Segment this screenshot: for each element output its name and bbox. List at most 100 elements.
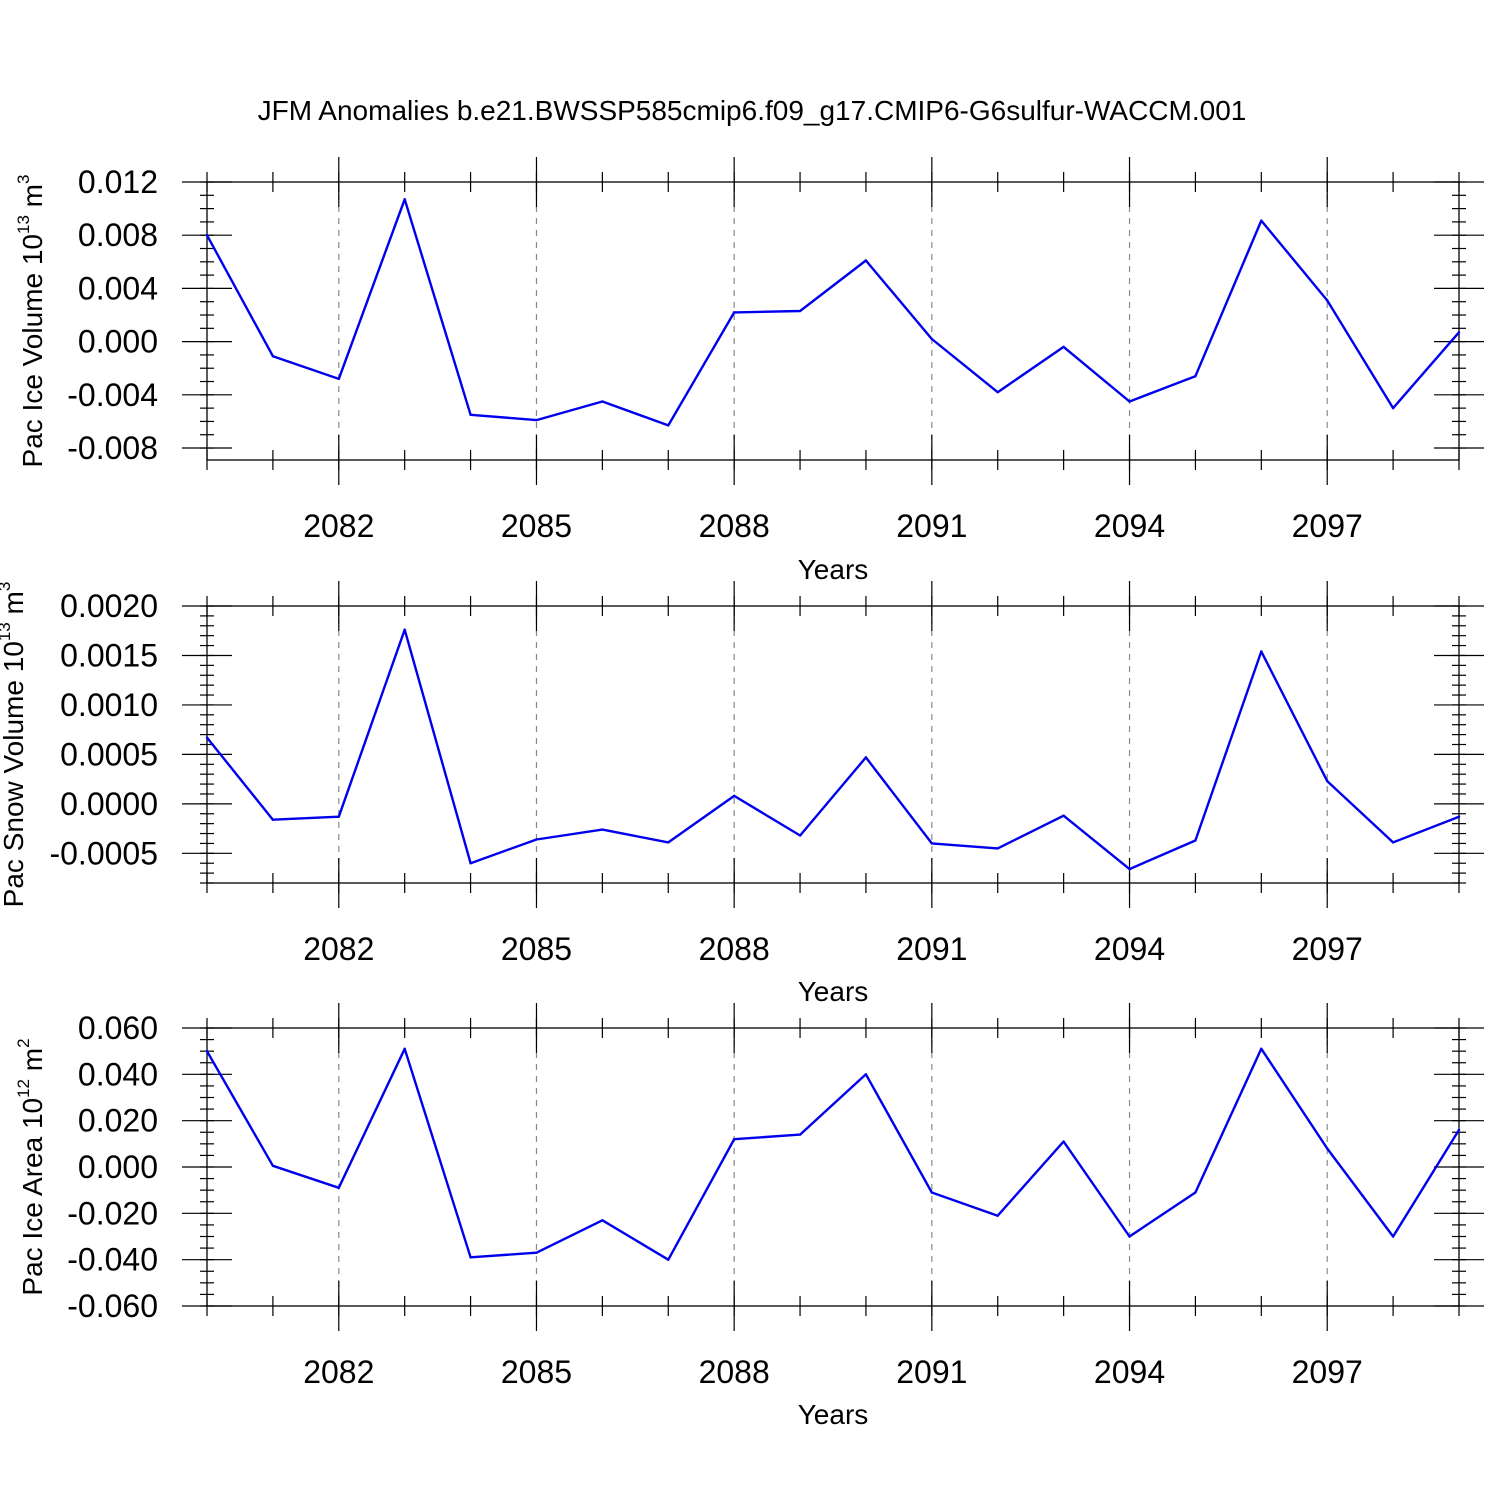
data-point [403, 1047, 406, 1051]
data-point [337, 1186, 340, 1190]
x-tick-label: 2088 [699, 1354, 770, 1390]
panel-3: -0.060 -0.040 -0.020 0.000 0.020 0.040 0.060 20… [14, 1003, 1484, 1430]
y-axis-title: Pac Snow Volume 1013 m3 [0, 582, 29, 908]
data-point [1326, 779, 1329, 783]
y-tick-label: 0.0010 [60, 687, 158, 723]
data-point [337, 815, 340, 818]
data-point [469, 413, 472, 416]
data-point [271, 818, 275, 821]
data-point [535, 838, 538, 841]
data-point [1457, 1128, 1461, 1132]
data-point [601, 400, 604, 403]
data-point [1194, 839, 1197, 842]
data-point [205, 736, 209, 739]
data-point [1260, 1047, 1263, 1051]
data-point [601, 828, 604, 831]
x-tick-label: 2097 [1292, 1354, 1363, 1390]
data-point [732, 794, 736, 798]
data-point [205, 1049, 209, 1053]
y-tick-label: -0.008 [67, 430, 158, 466]
data-point [667, 841, 670, 844]
data-point [1062, 1140, 1065, 1143]
x-tick-label: 2094 [1094, 508, 1165, 544]
y-tick-label: 0.008 [78, 217, 158, 253]
data-point [1062, 345, 1065, 349]
data-point [996, 390, 999, 394]
data-point [798, 1133, 802, 1136]
y-tick-label: 0.004 [78, 270, 158, 306]
data-point [1062, 814, 1065, 817]
data-point [732, 311, 736, 314]
data-point [1194, 375, 1197, 378]
x-tick-label: 2088 [699, 931, 770, 967]
x-tick-label: 2091 [896, 931, 967, 967]
x-tick-label: 2085 [501, 1354, 572, 1390]
data-point [930, 1191, 934, 1194]
data-point [667, 1258, 670, 1261]
data-point [1391, 1235, 1395, 1238]
y-tick-label: 0.060 [78, 1010, 158, 1046]
data-point [1128, 867, 1131, 871]
data-point [798, 309, 802, 313]
x-tick-label: 2082 [303, 508, 374, 544]
panel-2: -0.0005 0.0000 0.0005 0.0010 0.0015 0.0020 208… [0, 581, 1484, 1007]
data-point [1326, 1147, 1329, 1150]
data-point [469, 1256, 472, 1259]
panel-1: -0.008 -0.004 0.000 0.004 0.008 0.012 2082 2085… [14, 157, 1484, 585]
plot-frame [206, 605, 1460, 884]
data-point [337, 377, 340, 381]
x-tick-label: 2094 [1094, 931, 1165, 967]
x-tick-label: 2082 [303, 1354, 374, 1390]
y-tick-label: 0.040 [78, 1056, 158, 1092]
x-tick-label: 2085 [501, 931, 572, 967]
y-tick-label: 0.000 [78, 1149, 158, 1185]
data-point [403, 198, 406, 201]
data-point [996, 847, 999, 850]
y-tick-label: -0.020 [67, 1195, 158, 1231]
x-tick-label: 2097 [1292, 508, 1363, 544]
y-axis-title: Pac Ice Area 1012 m2 [14, 1038, 48, 1295]
y-axis-title: Pac Ice Volume 1013 m3 [14, 175, 48, 468]
data-point [667, 424, 670, 427]
data-point [1391, 406, 1395, 410]
data-point [1391, 841, 1395, 844]
y-tick-label: 0.020 [78, 1103, 158, 1139]
data-point [930, 337, 934, 341]
data-point [1260, 219, 1263, 222]
x-axis-title: Years [798, 1399, 869, 1430]
y-tick-label: -0.060 [67, 1288, 158, 1324]
x-axis-title: Years [798, 554, 869, 585]
x-tick-label: 2097 [1292, 931, 1363, 967]
x-tick-label: 2082 [303, 931, 374, 967]
data-point [864, 1073, 868, 1076]
data-point [1194, 1191, 1197, 1194]
y-tick-label: 0.012 [78, 164, 158, 200]
y-tick-label: -0.004 [67, 377, 158, 413]
x-tick-label: 2094 [1094, 1354, 1165, 1390]
data-point [1128, 400, 1131, 403]
data-point [1457, 815, 1461, 818]
plot-frame [206, 181, 1460, 461]
y-tick-label: 0.0020 [60, 588, 158, 624]
data-point [535, 1251, 538, 1254]
x-tick-label: 2088 [699, 508, 770, 544]
data-point [864, 259, 868, 262]
data-point [732, 1138, 736, 1141]
data-point [996, 1214, 999, 1217]
data-point [864, 756, 868, 759]
data-point [271, 355, 275, 358]
y-tick-label: 0.0000 [60, 786, 158, 822]
x-axis-title: Years [798, 976, 869, 1007]
y-tick-label: -0.040 [67, 1242, 158, 1278]
data-point [601, 1219, 604, 1222]
x-tick-label: 2091 [896, 508, 967, 544]
plot-frame [206, 1027, 1460, 1307]
x-tick-label: 2091 [896, 1354, 967, 1390]
chart-title: JFM Anomalies b.e21.BWSSP585cmip6.f09_g1… [258, 95, 1247, 126]
data-point [205, 234, 209, 237]
panels: -0.008 -0.004 0.000 0.004 0.008 0.012 2082 2085… [0, 157, 1484, 1430]
data-point [1128, 1235, 1131, 1238]
y-tick-label: -0.0005 [49, 835, 158, 871]
